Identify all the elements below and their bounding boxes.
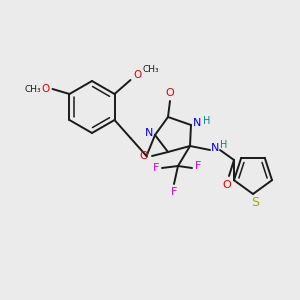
Text: S: S [251,196,259,209]
Text: N: N [211,143,219,153]
Text: F: F [153,163,159,173]
Text: F: F [195,161,201,171]
Text: N: N [145,128,153,138]
Text: O: O [134,70,142,80]
Text: F: F [171,187,177,197]
Text: O: O [41,84,50,94]
Text: H: H [203,116,211,126]
Text: N: N [193,118,201,128]
Text: O: O [140,151,148,161]
Text: O: O [223,180,231,190]
Text: CH₃: CH₃ [142,64,159,74]
Text: H: H [220,140,228,150]
Text: CH₃: CH₃ [24,85,41,94]
Text: O: O [166,88,174,98]
